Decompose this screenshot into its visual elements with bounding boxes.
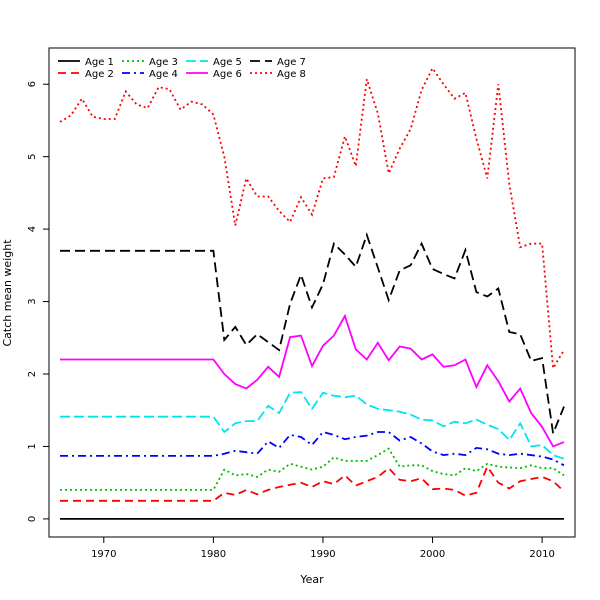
- y-axis-title: Catch mean weight: [1, 239, 14, 347]
- series-line-age-7: [60, 232, 565, 437]
- legend-label: Age 2: [85, 69, 114, 80]
- legend-label: Age 3: [149, 57, 178, 68]
- legend-label: Age 8: [277, 69, 306, 80]
- y-tick-label: 1: [27, 443, 38, 449]
- legend-label: Age 1: [85, 57, 114, 68]
- y-tick-label: 6: [27, 81, 38, 87]
- x-tick-label: 1970: [91, 549, 116, 560]
- legend-label: Age 6: [213, 69, 242, 80]
- y-axis: 0 1 2 3 4 5 6: [27, 81, 49, 522]
- x-axis: 1970 1980 1990 2000 2010: [91, 537, 555, 560]
- series-line-age-3: [60, 447, 565, 491]
- y-tick-label: 5: [27, 153, 38, 159]
- x-tick-label: 1990: [310, 549, 335, 560]
- plot-frame: [48, 47, 576, 538]
- legend-label: Age 4: [149, 69, 178, 80]
- y-tick-label: 0: [27, 516, 38, 522]
- series-line-age-4: [60, 430, 565, 467]
- legend-label: Age 7: [277, 57, 306, 68]
- y-tick-label: 2: [27, 371, 38, 377]
- series-layer: [59, 66, 565, 520]
- y-tick-label: 4: [27, 226, 38, 232]
- x-axis-title: Year: [299, 573, 324, 586]
- series-line-age-6: [60, 313, 565, 448]
- y-tick-label: 3: [27, 298, 38, 304]
- series-line-age-8: [59, 66, 565, 372]
- x-tick-label: 2000: [420, 549, 445, 560]
- series-line-age-5: [60, 391, 565, 460]
- legend-label: Age 5: [213, 57, 242, 68]
- x-tick-label: 2010: [529, 549, 554, 560]
- series-line-age-2: [60, 464, 565, 502]
- x-tick-label: 1980: [201, 549, 226, 560]
